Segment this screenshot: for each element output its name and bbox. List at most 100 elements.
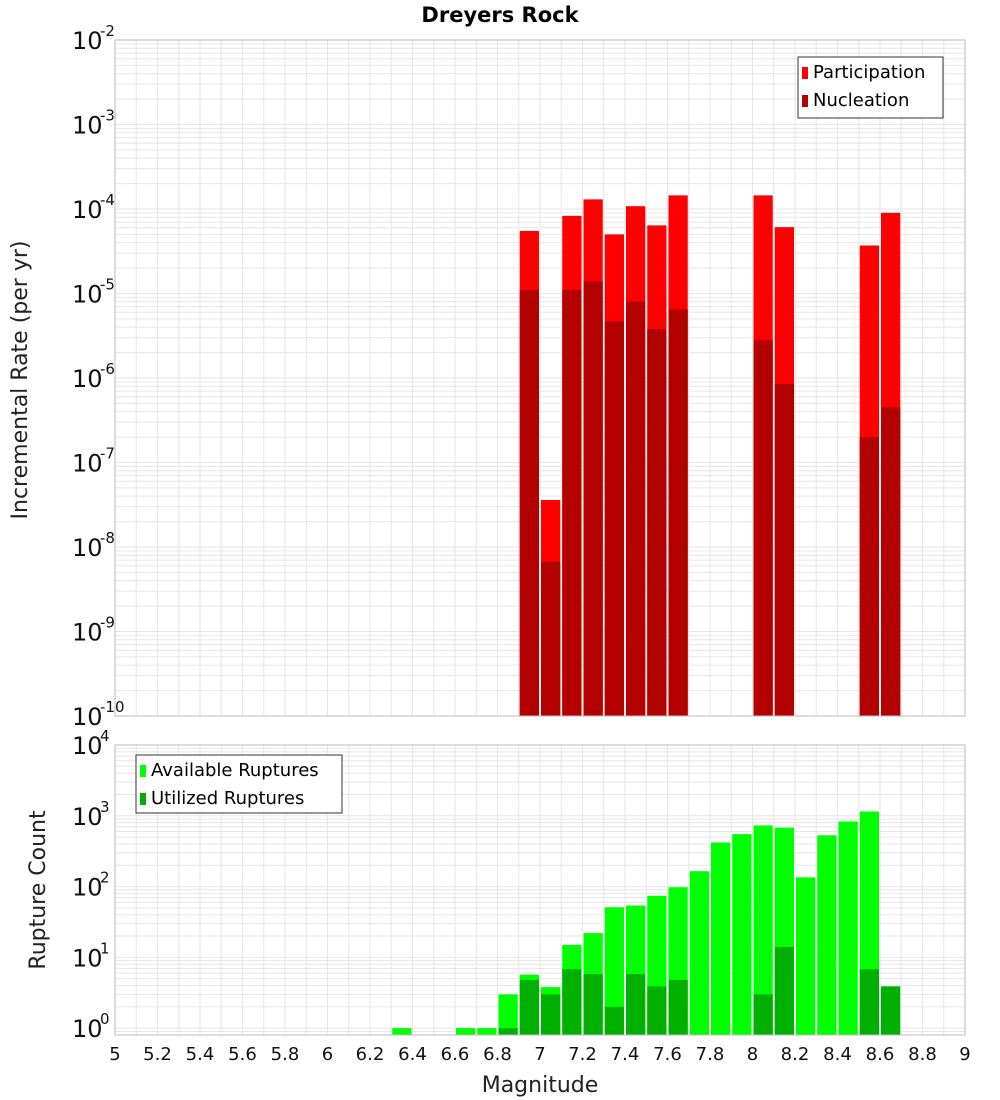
bar-available-ruptures: [753, 825, 773, 1035]
legend-label: Nucleation: [813, 90, 909, 111]
x-tick-label: 8.6: [866, 1044, 895, 1065]
y-tick-label: 10: [72, 944, 103, 972]
bar-nucleation: [881, 407, 901, 716]
y-tick-exponent: 4: [100, 727, 110, 745]
x-tick-label: 6.4: [398, 1044, 427, 1065]
y-tick-label: 10: [72, 196, 103, 224]
y-tick-label: 10: [72, 619, 103, 647]
y-tick-exponent: -6: [100, 360, 115, 378]
x-tick-label: 7.8: [696, 1044, 725, 1065]
rate-legend: Participation Nucleation: [797, 56, 944, 119]
y-tick-exponent: 1: [100, 939, 110, 957]
legend-swatch: [140, 793, 146, 805]
bar-available-ruptures: [456, 1028, 476, 1035]
top-y-axis-label: Incremental Rate (per yr): [8, 241, 33, 520]
bars: [392, 811, 901, 1035]
y-tick-label: 10: [72, 450, 103, 478]
legend-label: Participation: [813, 62, 925, 83]
bar-nucleation: [647, 329, 667, 716]
bar-nucleation: [519, 290, 539, 716]
rupture-legend: Available Ruptures Utilized Ruptures: [135, 754, 343, 814]
plot-frame: [114, 39, 966, 717]
legend-label: Available Ruptures: [151, 760, 319, 781]
bar-available-ruptures: [817, 835, 837, 1035]
bar-nucleation: [541, 561, 561, 716]
bar-available-ruptures: [498, 994, 518, 1035]
y-tick-exponent: -4: [100, 191, 115, 209]
y-tick-exponent: -5: [100, 276, 115, 294]
legend-box: [797, 56, 944, 119]
x-tick-label: 8: [747, 1044, 758, 1065]
x-tick-label: 5.6: [228, 1044, 257, 1065]
bar-utilized-ruptures: [562, 969, 582, 1035]
x-tick-label: 7.6: [653, 1044, 682, 1065]
x-tick-label: 5: [109, 1044, 120, 1065]
chart-title: Dreyers Rock: [421, 3, 579, 27]
x-tick-label: 6: [322, 1044, 333, 1065]
legend-box: [135, 754, 343, 814]
y-tick-exponent: 0: [100, 1010, 110, 1028]
y-tick-label: 10: [72, 365, 103, 393]
grid-lines: [114, 39, 966, 717]
y-tick-exponent: -7: [100, 445, 115, 463]
y-tick-label: 10: [72, 803, 103, 831]
bar-nucleation: [604, 321, 624, 716]
y-tick-label: 10: [72, 732, 103, 760]
legend-label: Utilized Ruptures: [151, 788, 304, 809]
bar-nucleation: [774, 383, 794, 716]
bar-available-ruptures: [604, 907, 624, 1035]
x-tick-label: 8.2: [781, 1044, 810, 1065]
x-tick-label: 7.4: [611, 1044, 640, 1065]
y-tick-exponent: -8: [100, 529, 115, 547]
y-tick-exponent: -3: [100, 107, 115, 125]
x-tick-label: 5.8: [271, 1044, 300, 1065]
x-axis-label: Magnitude: [482, 1073, 599, 1098]
bar-utilized-ruptures: [881, 986, 901, 1035]
y-tick-label: 10: [72, 1015, 103, 1043]
bar-utilized-ruptures: [668, 979, 688, 1035]
legend-swatch: [802, 67, 808, 79]
x-tick-label: 8.4: [823, 1044, 852, 1065]
legend-swatch: [802, 95, 808, 107]
legend-swatch: [140, 765, 146, 777]
bar-nucleation: [859, 437, 879, 716]
y-tick-label: 10: [72, 281, 103, 309]
x-tick-label: 6.6: [441, 1044, 470, 1065]
bar-utilized-ruptures: [859, 969, 879, 1035]
bar-available-ruptures: [711, 842, 731, 1035]
bar-utilized-ruptures: [541, 994, 561, 1035]
bar-available-ruptures: [838, 821, 858, 1035]
y-tick-exponent: 2: [100, 869, 110, 887]
y-tick-label: 10: [72, 27, 103, 55]
bar-available-ruptures: [392, 1028, 412, 1035]
x-tick-label: 6.8: [483, 1044, 512, 1065]
bar-utilized-ruptures: [647, 986, 667, 1035]
y-tick-label: 10: [72, 112, 103, 140]
y-tick-label: 10: [72, 874, 103, 902]
x-tick-label: 5.2: [143, 1044, 172, 1065]
y-tick-label: 10: [72, 534, 103, 562]
bars: [519, 195, 901, 717]
rate-panel: 10-1010-910-810-710-610-510-410-310-2Par…: [72, 22, 966, 731]
bar-utilized-ruptures: [626, 974, 646, 1035]
y-tick-exponent: -9: [100, 614, 115, 632]
bar-nucleation: [583, 281, 603, 716]
x-tick-label: 7.2: [568, 1044, 597, 1065]
x-tick-label: 5.4: [186, 1044, 215, 1065]
y-tick-exponent: -10: [100, 698, 125, 716]
plot-frame: [114, 744, 966, 1036]
bar-nucleation: [562, 290, 582, 716]
x-tick-label: 9: [959, 1044, 970, 1065]
x-tick-label: 6.2: [356, 1044, 385, 1065]
bar-utilized-ruptures: [604, 1006, 624, 1035]
bar-utilized-ruptures: [583, 974, 603, 1035]
bar-available-ruptures: [477, 1028, 497, 1035]
bar-available-ruptures: [689, 871, 709, 1035]
bar-utilized-ruptures: [753, 994, 773, 1035]
x-tick-label: 7: [534, 1044, 545, 1065]
bar-nucleation: [753, 340, 773, 716]
bottom-y-axis-label: Rupture Count: [26, 810, 51, 970]
